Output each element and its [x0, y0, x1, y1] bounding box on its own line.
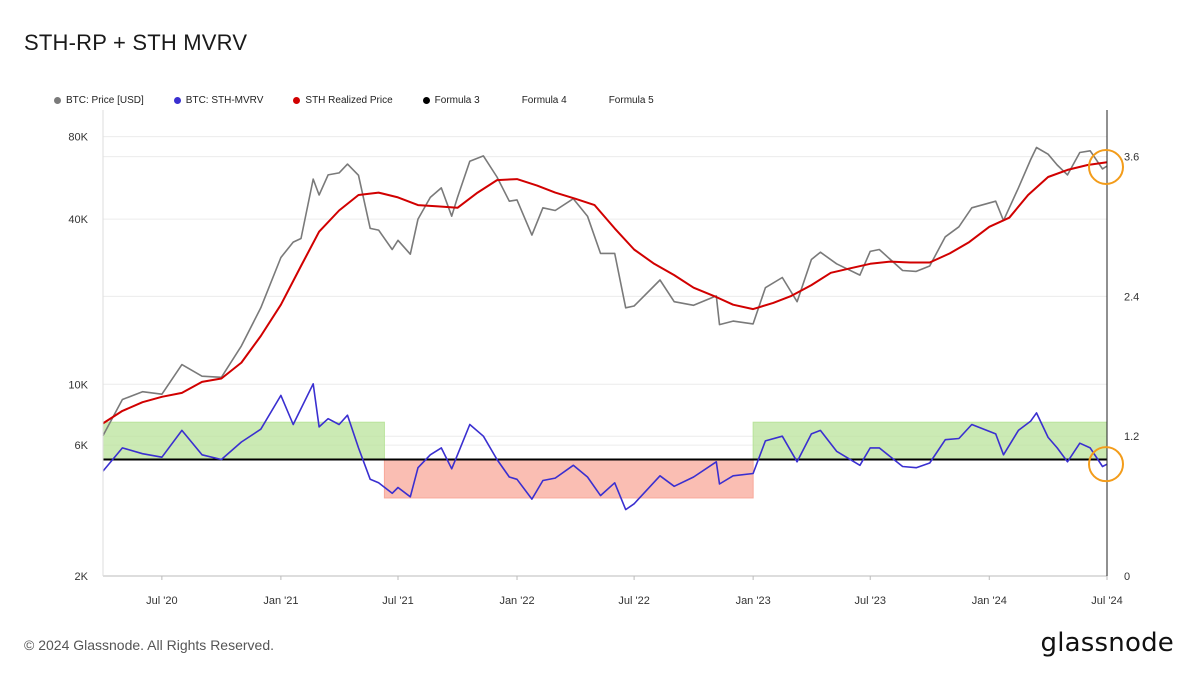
legend-item[interactable]: Formula 3: [422, 94, 480, 106]
legend-label: BTC: STH-MVRV: [185, 94, 264, 106]
series-line: [102, 146, 1108, 436]
legend-item[interactable]: BTC: Price [USD]: [54, 95, 144, 106]
legend-swatch: [422, 96, 430, 104]
legend-label: STH Realized Price: [305, 94, 393, 106]
y-left-tick-label: 40K: [68, 214, 88, 226]
legend-item[interactable]: Formula 4: [510, 95, 567, 106]
legend-swatch: [293, 96, 301, 104]
highlight-circle: [1088, 148, 1124, 185]
legend-item[interactable]: Formula 5: [597, 95, 654, 106]
y-right-tick-label: 3.6: [1124, 152, 1139, 164]
x-tick-label: Jul '20: [146, 595, 177, 607]
x-tick-label: Jan '21: [263, 595, 298, 607]
legend: BTC: Price [USD] BTC: STH-MVRV STH Realize…: [54, 93, 684, 107]
x-tick-label: Jul '23: [855, 595, 886, 607]
legend-item[interactable]: BTC: STH-MVRV: [173, 94, 264, 106]
zone-band: [383, 459, 754, 499]
y-left-tick-label: 80K: [68, 132, 88, 144]
y-right-tick-label: 1.2: [1124, 431, 1139, 443]
legend-label: Formula 5: [608, 94, 654, 106]
legend-item[interactable]: STH Realized Price: [293, 94, 393, 106]
chart-title: STH-RP + STH MVRV: [24, 30, 248, 55]
legend-swatch: [54, 96, 61, 104]
y-left-tick-label: 10K: [68, 379, 88, 391]
x-tick-label: Jan '22: [499, 595, 534, 607]
legend-label: Formula 4: [521, 94, 567, 106]
y-right-tick-label: 2.4: [1124, 291, 1139, 303]
series-line: [102, 161, 1108, 425]
copyright-footer: © 2024 Glassnode. All Rights Reserved.: [24, 637, 275, 653]
x-tick-label: Jul '21: [382, 595, 413, 607]
x-tick-label: Jan '24: [972, 595, 1007, 607]
y-left-tick-label: 2K: [75, 571, 89, 583]
legend-label: Formula 3: [434, 94, 480, 106]
highlight-circle: [1088, 446, 1124, 483]
zone-band: [752, 421, 1108, 460]
glassnode-logo: glassnode: [1040, 628, 1174, 658]
legend-label: BTC: Price [USD]: [66, 94, 144, 106]
x-tick-label: Jan '23: [736, 595, 771, 607]
x-tick-label: Jul '22: [618, 595, 649, 607]
x-tick-label: Jul '24: [1091, 595, 1122, 607]
y-left-tick-label: 6K: [75, 440, 89, 452]
legend-swatch: [173, 96, 181, 104]
series-line: [102, 383, 1108, 511]
y-right-tick-label: 0: [1124, 571, 1130, 583]
